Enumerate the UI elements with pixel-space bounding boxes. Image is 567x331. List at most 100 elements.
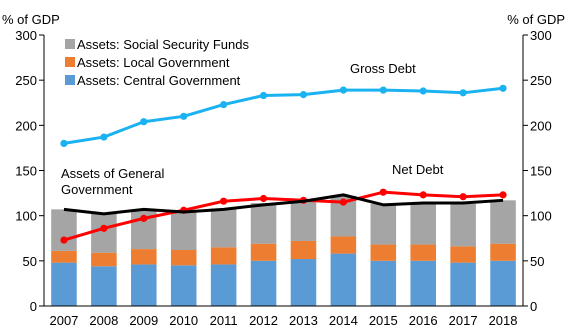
- x-tick-label-2015: 2015: [369, 313, 398, 328]
- bar-assets-local-government-2011: [210, 247, 237, 265]
- bar-assets-central-government-2015: [370, 260, 397, 306]
- x-tick-label-2011: 2011: [210, 313, 238, 328]
- point-gross-debt-2014: [339, 86, 347, 94]
- x-tick-label-2014: 2014: [329, 313, 358, 328]
- point-gross-debt-2010: [180, 112, 188, 120]
- bar-assets-local-government-2008: [91, 252, 117, 267]
- point-gross-debt-2015: [379, 86, 387, 94]
- y-tick-label-left-150: 150: [15, 164, 37, 179]
- y-tick-label-right-150: 150: [530, 164, 552, 179]
- bar-assets-central-government-2016: [410, 260, 436, 306]
- bar-assets-social-security-funds-2018: [490, 200, 516, 244]
- bars-group: [51, 195, 516, 306]
- x-tick-label-2013: 2013: [289, 313, 318, 328]
- bar-assets-social-security-funds-2012: [250, 203, 277, 244]
- y-tick-label-right-300: 300: [530, 28, 552, 43]
- legend-label-local-government: Assets: Local Government: [77, 55, 230, 70]
- y-tick-label-left-100: 100: [15, 209, 37, 224]
- y-tick-label-left-300: 300: [15, 28, 37, 43]
- y-tick-label-left-250: 250: [15, 73, 37, 88]
- annotation-gross-debt: Gross Debt: [350, 61, 416, 76]
- annotation-assets-line-1: Assets of General: [61, 166, 164, 181]
- bar-assets-local-government-2010: [170, 249, 197, 266]
- y-tick-label-left-200: 200: [15, 118, 37, 133]
- legend-label-central-government: Assets: Central Government: [77, 73, 241, 88]
- line-assets-of-general-government: [63, 193, 504, 216]
- point-net-debt-2012: [259, 194, 268, 203]
- bar-assets-local-government-2015: [370, 244, 397, 261]
- bar-assets-social-security-funds-2017: [450, 203, 476, 247]
- point-net-debt-2007: [60, 236, 68, 244]
- y-tick-label-right-100: 100: [530, 209, 552, 224]
- point-net-debt-2018: [499, 191, 507, 199]
- y-tick-label-right-0: 0: [530, 299, 537, 314]
- legend-swatch-central-government: [65, 75, 75, 85]
- point-net-debt-2014: [339, 198, 347, 206]
- line-gross-debt: [63, 86, 504, 145]
- bar-assets-central-government-2009: [131, 264, 157, 306]
- bar-assets-central-government-2014: [330, 253, 357, 306]
- point-gross-debt-2011: [220, 100, 228, 109]
- bar-assets-social-security-funds-2008: [91, 213, 117, 253]
- point-net-debt-2017: [459, 193, 467, 201]
- x-tick-label-2010: 2010: [169, 313, 198, 328]
- x-tick-label-2016: 2016: [409, 313, 438, 328]
- point-gross-debt-2008: [100, 133, 108, 141]
- point-net-debt-2008: [100, 224, 108, 232]
- point-gross-debt-2016: [419, 87, 427, 95]
- x-tick-label-2018: 2018: [489, 313, 518, 328]
- bar-assets-local-government-2012: [250, 243, 277, 261]
- bar-assets-local-government-2018: [490, 243, 516, 261]
- bar-assets-central-government-2018: [490, 260, 516, 306]
- x-tick-label-2009: 2009: [129, 313, 158, 328]
- point-net-debt-2016: [419, 191, 427, 199]
- legend-swatch-local-government: [65, 57, 75, 67]
- y-tick-label-right-50: 50: [530, 254, 544, 269]
- bar-assets-local-government-2014: [330, 236, 357, 254]
- bar-assets-social-security-funds-2016: [410, 203, 436, 245]
- x-tick-label-2008: 2008: [89, 313, 118, 328]
- y-tick-label-right-250: 250: [530, 73, 552, 88]
- bar-assets-central-government-2007: [51, 262, 77, 306]
- annotation-net-debt: Net Debt: [392, 162, 444, 177]
- point-net-debt-2011: [220, 197, 228, 205]
- bar-assets-local-government-2013: [290, 240, 317, 260]
- bar-assets-central-government-2010: [170, 265, 197, 306]
- annotation-assets-line-2: Government: [61, 182, 133, 197]
- point-gross-debt-2009: [140, 118, 148, 126]
- legend: Assets: Social Security Funds Assets: Lo…: [65, 37, 249, 88]
- point-gross-debt-2018: [499, 84, 507, 92]
- point-gross-debt-2017: [459, 89, 467, 97]
- line-net-debt: [63, 190, 504, 242]
- point-net-debt-2009: [140, 214, 148, 222]
- bar-assets-local-government-2016: [410, 244, 436, 261]
- y-tick-label-left-0: 0: [30, 299, 37, 314]
- bar-assets-social-security-funds-2013: [290, 200, 317, 241]
- y-tick-label-left-50: 50: [23, 254, 37, 269]
- x-tick-label-2007: 2007: [49, 313, 78, 328]
- bar-assets-social-security-funds-2007: [51, 209, 77, 251]
- x-tick-label-2012: 2012: [249, 313, 278, 328]
- point-gross-debt-2012: [259, 91, 268, 100]
- bar-assets-central-government-2013: [290, 259, 317, 306]
- bar-assets-central-government-2008: [91, 266, 117, 306]
- point-net-debt-2015: [379, 188, 387, 196]
- bar-assets-central-government-2017: [450, 262, 476, 306]
- legend-swatch-social-security: [65, 39, 75, 49]
- bar-assets-social-security-funds-2010: [170, 210, 197, 250]
- bar-assets-local-government-2017: [450, 246, 476, 263]
- point-gross-debt-2007: [60, 139, 68, 147]
- bar-assets-local-government-2007: [51, 250, 77, 263]
- x-tick-label-2017: 2017: [449, 313, 478, 328]
- point-gross-debt-2013: [299, 91, 308, 99]
- bar-assets-local-government-2009: [131, 249, 157, 265]
- bar-assets-central-government-2011: [210, 264, 237, 306]
- y-axis-unit-left: % of GDP: [2, 12, 60, 27]
- y-tick-label-right-200: 200: [530, 118, 552, 133]
- bar-assets-social-security-funds-2015: [370, 203, 397, 245]
- legend-label-social-security: Assets: Social Security Funds: [77, 37, 249, 52]
- lines-group: [60, 84, 507, 244]
- bar-assets-social-security-funds-2011: [210, 208, 237, 248]
- bar-assets-central-government-2012: [250, 260, 277, 306]
